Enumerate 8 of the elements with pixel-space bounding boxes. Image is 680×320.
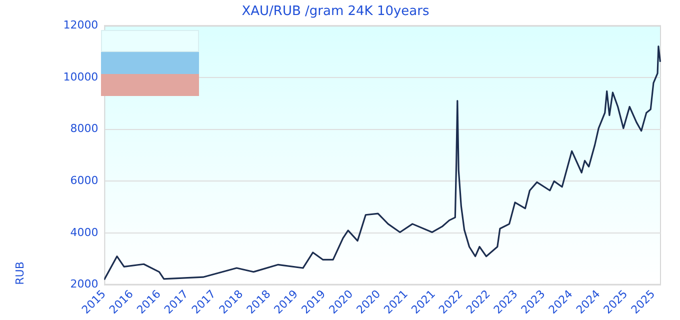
- y-tick-label: 8000: [70, 122, 98, 136]
- y-tick-label: 6000: [70, 174, 98, 188]
- y-tick-label: 2000: [70, 278, 98, 291]
- y-axis-title: RUB: [13, 262, 26, 285]
- y-tick-label: 12000: [63, 18, 98, 32]
- chart-title: XAU/RUB /gram 24K 10years: [242, 4, 430, 20]
- y-tick-label: 10000: [63, 70, 98, 84]
- y-tick-label: 4000: [70, 226, 98, 239]
